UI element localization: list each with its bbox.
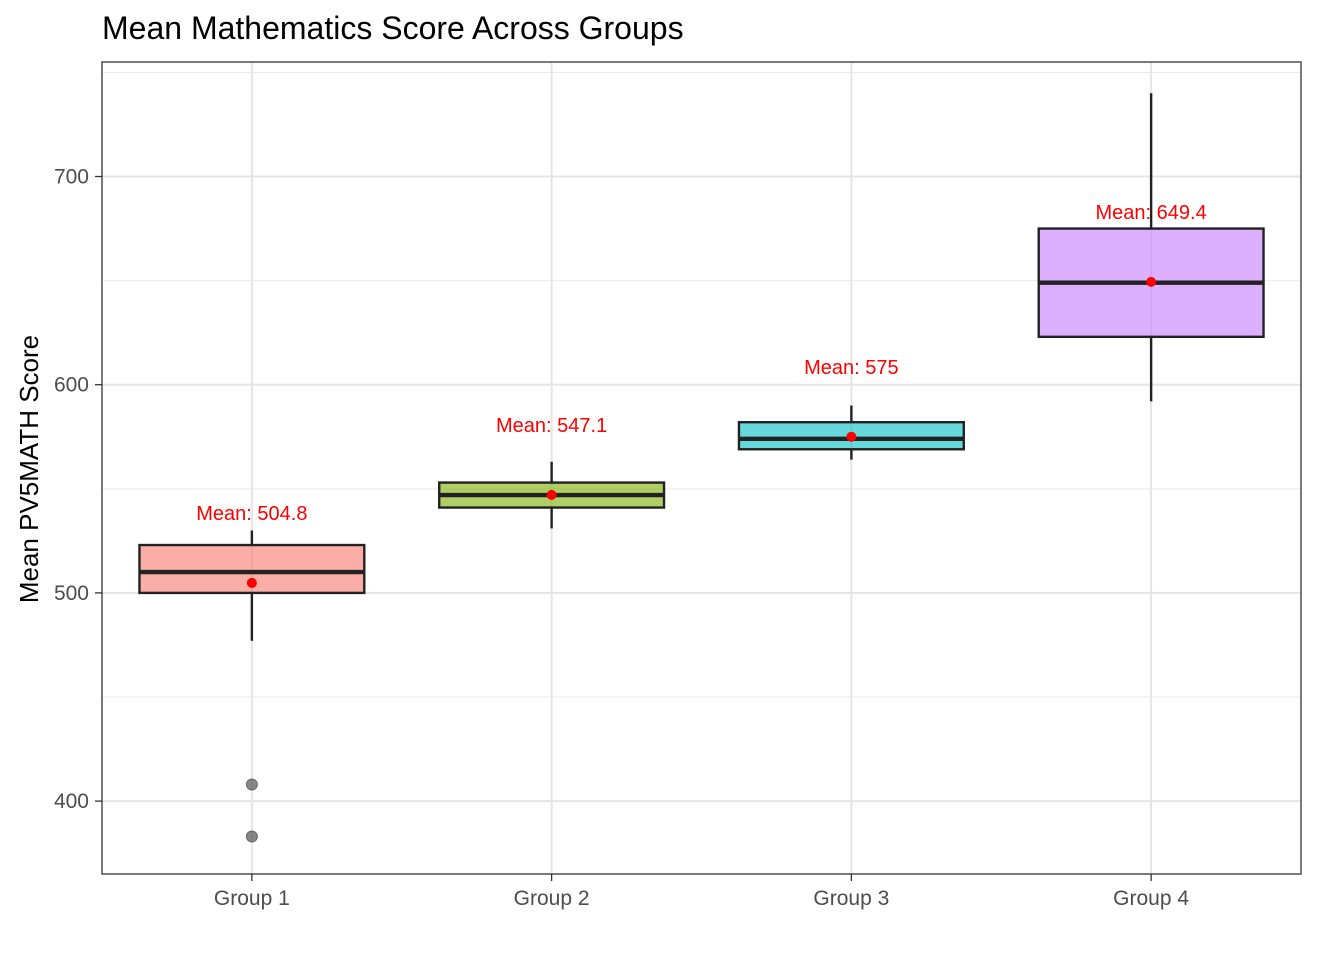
outlier-point: [245, 830, 258, 843]
y-tick-label: 700: [54, 166, 89, 189]
mean-point: [1146, 276, 1157, 287]
mean-label: Mean: 649.4: [1096, 202, 1207, 224]
mean-point: [246, 577, 257, 588]
box-3: Mean: 575: [737, 357, 965, 460]
mean-point: [546, 489, 557, 500]
box-1: Mean: 504.8: [138, 503, 366, 843]
x-tick-label: Group 3: [813, 887, 889, 910]
box-2: Mean: 547.1: [438, 415, 666, 529]
chart-title: Mean Mathematics Score Across Groups: [102, 10, 684, 46]
box-layer: Mean: 504.8 Mean: 547.1 Mean: 575 Mean: 649…: [138, 93, 1265, 843]
axis-layer: 400 500 600 700 Group 1 Group 2 Group 3 Group 4: [54, 166, 1189, 910]
mean-point: [846, 431, 857, 442]
y-tick-label: 400: [54, 790, 89, 813]
box-4: Mean: 649.4: [1037, 93, 1265, 402]
panel-border: [101, 61, 1302, 875]
mean-label: Mean: 547.1: [496, 415, 607, 437]
y-axis-label: Mean PV5MATH Score: [14, 335, 44, 603]
y-tick-label: 500: [54, 582, 89, 605]
grid-layer: [102, 62, 1301, 874]
y-tick-label: 600: [54, 374, 89, 397]
mean-label: Mean: 504.8: [196, 503, 307, 525]
x-tick-label: Group 4: [1113, 887, 1189, 910]
x-tick-label: Group 2: [514, 887, 590, 910]
mean-label: Mean: 575: [804, 357, 899, 379]
outlier-point: [245, 778, 258, 791]
x-tick-label: Group 1: [214, 887, 290, 910]
